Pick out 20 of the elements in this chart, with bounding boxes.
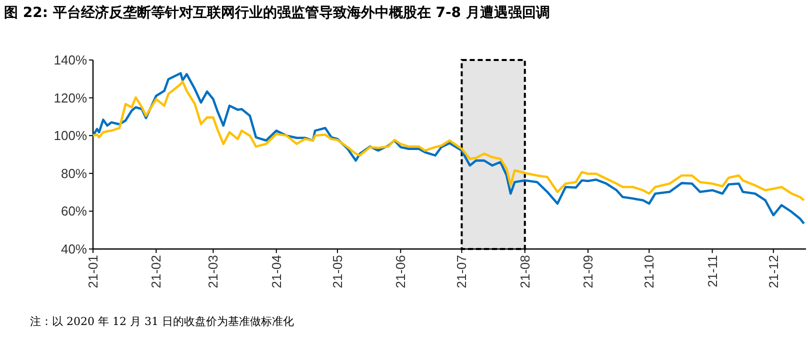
annotation: 注：以 2020 年 12 月 31 日的收盘价为基准做标准化 <box>30 315 294 328</box>
x-tick-label: 21-09 <box>580 255 596 288</box>
y-tick-label: 40% <box>60 242 88 256</box>
x-tick-label: 21-04 <box>268 255 284 288</box>
x-tick-label: 21-07 <box>454 255 470 288</box>
x-tick-label: 21-06 <box>393 255 408 288</box>
x-tick-label: 21-08 <box>517 255 532 288</box>
x-tick-label: 21-02 <box>148 255 164 288</box>
x-tick-label: 21-10 <box>642 255 657 288</box>
y-tick-label: 80% <box>60 166 88 181</box>
x-tick-label: 21-01 <box>86 255 100 288</box>
y-tick-label: 120% <box>54 90 88 106</box>
y-tick-label: 100% <box>54 128 88 144</box>
title: 图 22: 平台经济反垄断等针对互联网行业的强监管导致海外中概股在 7-8 月遭遇强回调 <box>4 5 550 21</box>
y-tick-label: 60% <box>60 204 88 219</box>
x-tick-label: 21-03 <box>206 255 221 288</box>
x-tick-label: 21-12 <box>766 255 781 288</box>
y-tick-label: 140% <box>54 52 88 68</box>
x-tick-label: 21-05 <box>330 255 345 288</box>
x-tick-label: 21-11 <box>704 255 720 288</box>
